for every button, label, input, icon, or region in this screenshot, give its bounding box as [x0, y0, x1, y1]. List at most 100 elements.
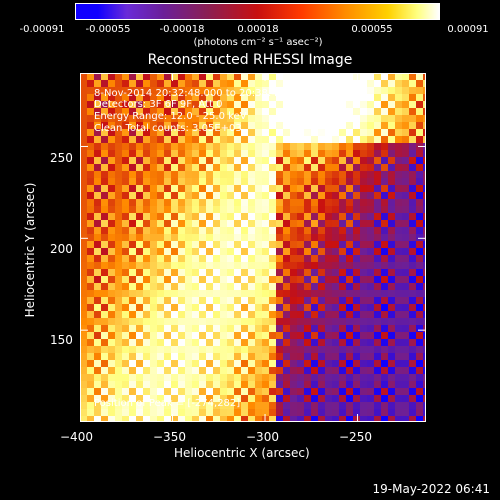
heatmap-cell — [122, 94, 129, 101]
heatmap-cell — [262, 206, 269, 213]
heatmap-cell — [423, 220, 426, 227]
heatmap-cell — [178, 353, 185, 360]
heatmap-cell — [192, 297, 199, 304]
heatmap-cell — [269, 122, 276, 129]
heatmap-cell — [318, 185, 325, 192]
heatmap-cell — [325, 290, 332, 297]
heatmap-cell — [199, 108, 206, 115]
heatmap-cell — [143, 164, 150, 171]
heatmap-cell — [374, 367, 381, 374]
x-tick-label: −350 — [153, 430, 186, 444]
heatmap-cell — [94, 402, 101, 409]
heatmap-cell — [192, 150, 199, 157]
heatmap-cell — [388, 283, 395, 290]
heatmap-cell — [374, 213, 381, 220]
y-tick-label: 150 — [50, 333, 73, 347]
heatmap-cell — [213, 164, 220, 171]
heatmap-cell — [353, 129, 360, 136]
heatmap-cell — [150, 206, 157, 213]
heatmap-cell — [374, 297, 381, 304]
heatmap-cell — [87, 381, 94, 388]
heatmap-cell — [150, 143, 157, 150]
heatmap-cell — [381, 318, 388, 325]
heatmap-cell — [409, 94, 416, 101]
heatmap-cell — [276, 318, 283, 325]
heatmap-cell — [416, 73, 423, 80]
heatmap-cell — [171, 178, 178, 185]
heatmap-cell — [360, 311, 367, 318]
heatmap-cell — [87, 318, 94, 325]
heatmap-cell — [157, 290, 164, 297]
heatmap-cell — [290, 143, 297, 150]
heatmap-cell — [381, 73, 388, 80]
heatmap-cell — [241, 269, 248, 276]
heatmap-cell — [164, 206, 171, 213]
heatmap-cell — [199, 381, 206, 388]
heatmap-cell — [353, 409, 360, 416]
heatmap-cell — [248, 416, 255, 422]
heatmap-cell — [171, 115, 178, 122]
heatmap-cell — [227, 346, 234, 353]
heatmap-cell — [213, 129, 220, 136]
heatmap-cell — [409, 262, 416, 269]
heatmap-cell — [227, 143, 234, 150]
heatmap-cell — [94, 241, 101, 248]
heatmap-cell — [150, 157, 157, 164]
heatmap-cell — [269, 87, 276, 94]
heatmap-cell — [304, 381, 311, 388]
heatmap-cell — [360, 360, 367, 367]
heatmap-cell — [192, 332, 199, 339]
heatmap-cell — [101, 115, 108, 122]
heatmap-cell — [234, 94, 241, 101]
heatmap-cell — [325, 395, 332, 402]
heatmap-cell — [94, 157, 101, 164]
heatmap-cell — [416, 346, 423, 353]
heatmap-cell — [157, 325, 164, 332]
heatmap-cell — [108, 276, 115, 283]
heatmap-cell — [346, 283, 353, 290]
heatmap-cell — [304, 304, 311, 311]
heatmap-cell — [94, 353, 101, 360]
heatmap-cell — [346, 227, 353, 234]
heatmap-cell — [129, 269, 136, 276]
heatmap-cell — [157, 248, 164, 255]
heatmap-cell — [255, 248, 262, 255]
heatmap-cell — [122, 262, 129, 269]
heatmap-cell — [297, 115, 304, 122]
heatmap-cell — [423, 227, 426, 234]
heatmap-cell — [311, 136, 318, 143]
heatmap-cell — [290, 402, 297, 409]
heatmap-cell — [283, 339, 290, 346]
heatmap-cell — [206, 276, 213, 283]
heatmap-cell — [87, 185, 94, 192]
heatmap-cell — [241, 192, 248, 199]
heatmap-cell — [374, 318, 381, 325]
heatmap-cell — [101, 332, 108, 339]
heatmap-cell — [129, 171, 136, 178]
heatmap-cell — [164, 171, 171, 178]
heatmap-cell — [241, 311, 248, 318]
heatmap-cell — [360, 297, 367, 304]
heatmap-cell — [192, 234, 199, 241]
heatmap-cell — [227, 367, 234, 374]
heatmap-cell — [290, 150, 297, 157]
colorbar-units: (photons cm⁻² s⁻¹ asec⁻²) — [193, 37, 323, 48]
heatmap-cell — [297, 318, 304, 325]
heatmap-cell — [255, 192, 262, 199]
heatmap-cell — [178, 339, 185, 346]
heatmap-cell — [311, 206, 318, 213]
heatmap-cell — [178, 129, 185, 136]
heatmap-cell — [101, 94, 108, 101]
heatmap-cell — [164, 234, 171, 241]
heatmap-cell — [101, 339, 108, 346]
heatmap-cell — [234, 234, 241, 241]
heatmap-cell — [255, 129, 262, 136]
heatmap-cell — [157, 185, 164, 192]
heatmap-cell — [87, 395, 94, 402]
heatmap-cell — [122, 276, 129, 283]
heatmap-cell — [129, 318, 136, 325]
heatmap-cell — [178, 360, 185, 367]
heatmap-cell — [374, 143, 381, 150]
heatmap-cell — [108, 101, 115, 108]
heatmap-cell — [241, 416, 248, 422]
